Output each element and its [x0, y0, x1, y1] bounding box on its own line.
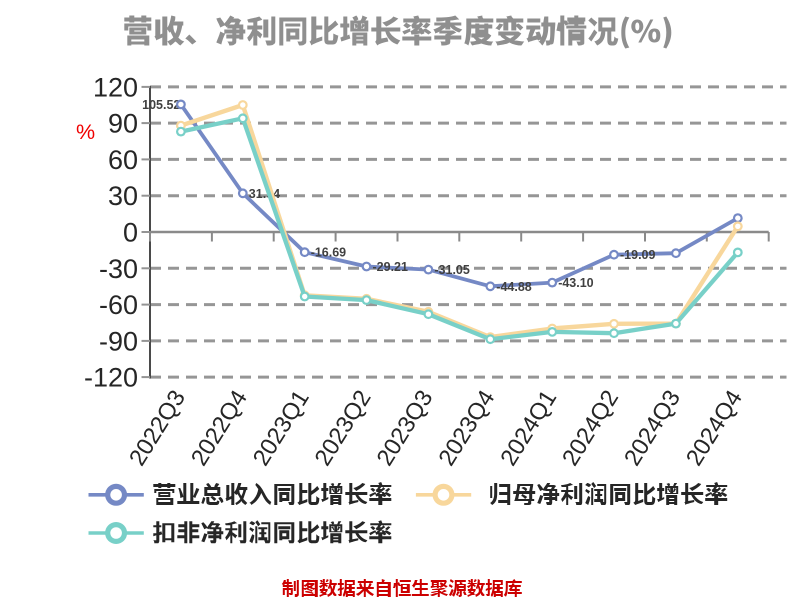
- svg-text:-120: -120: [84, 363, 138, 393]
- svg-text:-19.09: -19.09: [620, 248, 655, 262]
- svg-text:0: 0: [123, 218, 138, 248]
- svg-text:-30: -30: [99, 254, 138, 284]
- svg-text:-43.10: -43.10: [558, 276, 593, 290]
- svg-text:105.52: 105.52: [142, 98, 180, 112]
- svg-text:-60: -60: [99, 290, 138, 320]
- svg-text:-31.05: -31.05: [434, 263, 469, 277]
- svg-text:-44.88: -44.88: [496, 280, 531, 294]
- svg-text:%: %: [76, 120, 95, 144]
- svg-text:-90: -90: [99, 326, 138, 356]
- svg-text:-16.69: -16.69: [311, 246, 346, 260]
- svg-text:120: 120: [93, 72, 138, 102]
- svg-text:60: 60: [108, 145, 138, 175]
- svg-text:-29.21: -29.21: [373, 260, 408, 274]
- svg-text:30: 30: [108, 181, 138, 211]
- svg-text:90: 90: [108, 109, 138, 139]
